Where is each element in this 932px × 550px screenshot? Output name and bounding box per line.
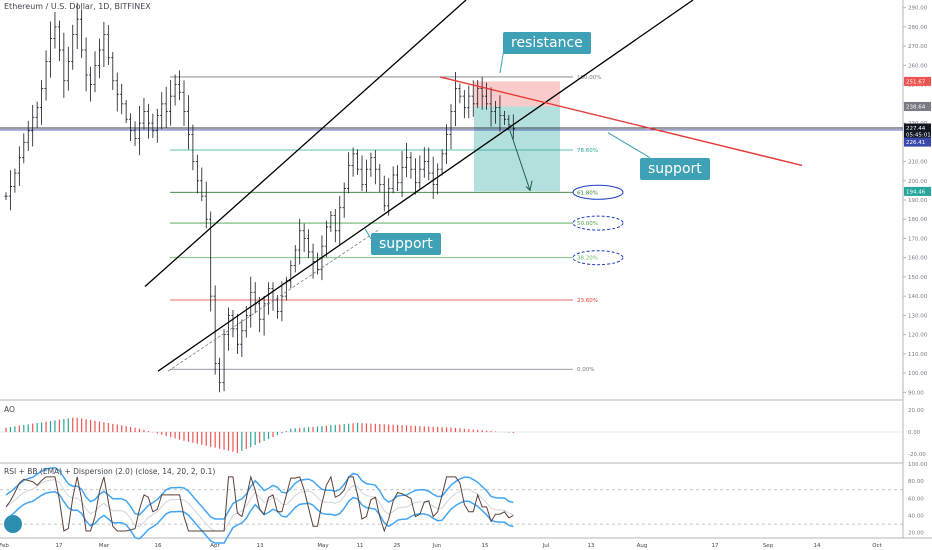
x-tick-label: 14 — [814, 543, 821, 549]
bb-upper-band — [5, 467, 514, 520]
price-label: 05:45:01 — [906, 132, 931, 138]
callout-pointer — [607, 132, 651, 159]
support-callout-mid[interactable]: support — [371, 233, 441, 255]
rsi-tick-label: 40.00 — [908, 514, 924, 520]
price-label-bg — [904, 76, 931, 86]
price-label-bg — [904, 137, 931, 147]
fib-ellipse — [572, 215, 624, 231]
x-tick-label: Apr — [210, 543, 220, 549]
price-label: 194.46 — [906, 189, 926, 195]
price-label-bg — [904, 101, 931, 111]
ao-panel-title: AO — [4, 405, 15, 414]
fib-ellipse — [572, 184, 624, 200]
x-tick-label: Mar — [99, 543, 110, 549]
price-axis-bg — [903, 0, 932, 550]
x-tick-label: May — [317, 543, 329, 549]
target-zone — [474, 106, 560, 192]
y-tick-label: 290.00 — [908, 6, 928, 12]
projection-arrow — [509, 130, 531, 191]
y-tick-label: 280.00 — [908, 25, 928, 31]
price-label: 226.41 — [906, 140, 925, 146]
y-tick-label: 200.00 — [908, 179, 928, 185]
ao-tick-label: 0.00 — [908, 430, 921, 436]
x-tick-label: Jul — [542, 543, 550, 549]
y-tick-label: 140.00 — [908, 294, 928, 300]
x-tick-label: Jun — [432, 543, 442, 549]
rsi-panel-title: RSI + BB (EMA) + Dispersion (2.0) (close… — [4, 467, 216, 476]
x-tick-label: 25 — [394, 543, 401, 549]
fib-level-label: 23.60% — [577, 298, 598, 304]
price-label-bg — [904, 186, 931, 196]
price-label-bg — [904, 129, 931, 139]
rsi-line — [5, 474, 514, 533]
bb-basis — [5, 479, 514, 532]
x-tick-label: Aug — [637, 543, 648, 549]
y-tick-label: 150.00 — [908, 275, 928, 281]
x-tick-label: 13 — [257, 543, 264, 549]
symbol-title: Ethereum / U.S. Dollar, 1D, BITFINEX — [4, 2, 151, 11]
rsi-tick-label: 20.00 — [908, 531, 924, 537]
x-tick-label: Sep — [763, 543, 774, 549]
resistance-callout[interactable]: resistance — [503, 32, 591, 54]
y-tick-label: 170.00 — [908, 236, 928, 242]
rsi-tick-label: 100.00 — [908, 462, 928, 468]
tradingview-logo-icon[interactable] — [4, 515, 22, 533]
y-tick-label: 270.00 — [908, 44, 928, 50]
channel-upper-line — [144, 0, 467, 288]
channel-lower-line — [157, 0, 694, 372]
rsi-tick-label: 60.00 — [908, 496, 924, 502]
y-tick-label: 110.00 — [908, 352, 928, 358]
dashed-guide-line — [167, 228, 381, 372]
y-tick-label: 260.00 — [908, 63, 928, 69]
fib-level-label: 38.20% — [577, 256, 598, 262]
resistance-trendline — [439, 76, 803, 167]
y-tick-label: 90.00 — [908, 390, 924, 396]
ao-tick-label: 20.00 — [908, 408, 924, 414]
fib-ellipse — [572, 250, 624, 266]
x-tick-label: 16 — [155, 543, 162, 549]
price-label: 238.64 — [906, 104, 926, 110]
x-tick-label: 11 — [357, 543, 364, 549]
y-tick-label: 100.00 — [908, 371, 928, 377]
fib-level-label: 100.00% — [577, 75, 601, 81]
y-tick-label: 180.00 — [908, 217, 928, 223]
price-label: 251.67 — [906, 79, 926, 85]
x-tick-label: 15 — [482, 543, 489, 549]
support-callout-right[interactable]: support — [640, 158, 710, 180]
fib-level-label: 50.00% — [577, 221, 598, 227]
price-label: 227.44 — [906, 126, 926, 132]
fib-level-label: 78.60% — [577, 148, 598, 154]
ao-tick-label: -20.00 — [908, 452, 926, 458]
y-tick-label: 210.00 — [908, 160, 928, 166]
y-tick-label: 120.00 — [908, 333, 928, 339]
callout-pointer — [364, 228, 373, 241]
x-tick-label: Oct — [872, 543, 882, 549]
projection-arrow-head — [525, 180, 533, 192]
fib-level-label: 61.80% — [577, 190, 598, 196]
x-tick-label: 17 — [56, 543, 63, 549]
fib-level-label: 0.00% — [577, 367, 594, 373]
x-tick-label: Feb — [0, 543, 9, 549]
y-tick-label: 130.00 — [908, 313, 928, 319]
rsi-tick-label: 80.00 — [908, 479, 924, 485]
x-tick-label: 13 — [588, 543, 595, 549]
y-tick-label: 160.00 — [908, 256, 928, 262]
y-tick-label: 190.00 — [908, 198, 928, 204]
price-label-bg — [904, 123, 931, 133]
x-tick-label: 17 — [712, 543, 719, 549]
